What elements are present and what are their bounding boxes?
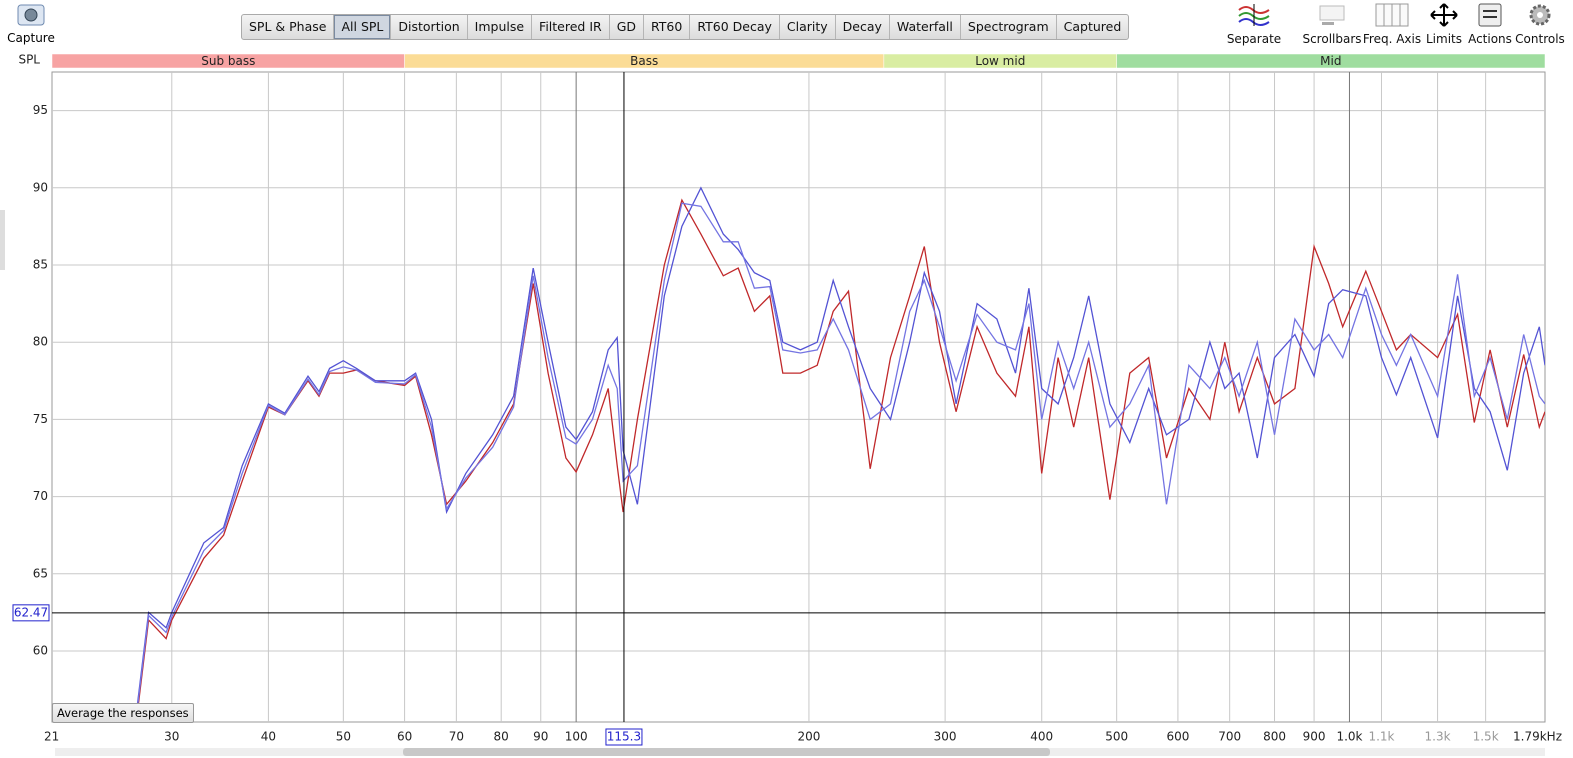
tab[interactable]: RT60 Decay	[690, 15, 780, 39]
tab[interactable]: SPL & Phase	[242, 15, 335, 39]
x-tick-label: 700	[1218, 730, 1241, 744]
tool-icon	[1430, 3, 1458, 27]
cursor-x-label: 115.3	[607, 730, 641, 744]
tool-button[interactable]: Controls	[1510, 2, 1570, 46]
x-tick-label: 100	[565, 730, 588, 744]
x-tick-label: 300	[934, 730, 957, 744]
tool-icon	[1238, 4, 1270, 26]
tab-bar: SPL & Phase All SPL Distortion Impulse Filte…	[241, 14, 1130, 40]
tab[interactable]: Spectrogram	[961, 15, 1057, 39]
tab[interactable]: GD	[610, 15, 645, 39]
y-tick-label: 95	[33, 103, 48, 117]
x-tick-label: 200	[797, 730, 820, 744]
y-tick-label: 65	[33, 566, 48, 580]
tab[interactable]: Waterfall	[890, 15, 961, 39]
tab[interactable]: Distortion	[391, 15, 468, 39]
y-tick-label: 75	[33, 412, 48, 426]
average-button[interactable]: Average the responses	[52, 703, 194, 723]
tab[interactable]: All SPL	[334, 15, 392, 39]
side-scroll[interactable]	[0, 210, 5, 270]
tool-button[interactable]: Freq. Axis	[1362, 2, 1422, 46]
x-tick-label: 400	[1030, 730, 1053, 744]
tab[interactable]: Captured	[1063, 19, 1122, 34]
x-tick-label: 1.1k	[1368, 730, 1394, 744]
tool-icon	[1375, 3, 1409, 27]
tool-button[interactable]: Separate	[1224, 2, 1284, 46]
band-label: Mid	[1320, 54, 1341, 68]
x-tick-label: 1.3k	[1425, 730, 1451, 744]
x-tick-label: 21	[44, 730, 59, 744]
y-tick-label: 60	[33, 643, 48, 657]
y-tick-label: 70	[33, 489, 48, 503]
x-tick-label: 800	[1263, 730, 1286, 744]
x-tick-label: 500	[1105, 730, 1128, 744]
x-tick-label: 70	[449, 730, 464, 744]
x-tick-label: 60	[397, 730, 412, 744]
cursor-y-box	[12, 604, 50, 622]
spl-line	[135, 186, 1545, 713]
tool-icon	[1319, 5, 1345, 25]
y-axis-label: SPL	[18, 53, 40, 67]
x-tick-label: 900	[1303, 730, 1326, 744]
tool-button[interactable]: Limits	[1414, 2, 1474, 46]
y-tick-label: 80	[33, 335, 48, 349]
tab[interactable]: RT60	[644, 15, 691, 39]
tool-icon	[1478, 3, 1502, 27]
spl-line	[135, 202, 1545, 716]
x-tick-label: 50	[336, 730, 351, 744]
x-tick-label: 40	[261, 730, 276, 744]
tab[interactable]: Filtered IR	[532, 15, 610, 39]
tab[interactable]: Impulse	[468, 15, 533, 39]
capture-icon	[17, 4, 45, 26]
tab[interactable]: Decay	[836, 15, 890, 39]
scrollbar-thumb[interactable]	[403, 748, 1050, 756]
x-tick-label: 90	[533, 730, 548, 744]
tab[interactable]: Clarity	[780, 15, 836, 39]
band-label: Bass	[630, 54, 658, 68]
x-tick-label: 1.5k	[1473, 730, 1499, 744]
plot-area	[51, 71, 1546, 723]
tool-label: Freq. Axis	[1362, 32, 1422, 46]
capture-label: Capture	[7, 31, 55, 45]
tool-label: Actions	[1468, 32, 1512, 46]
tool-button[interactable]: Actions	[1460, 2, 1520, 46]
band-label: Low mid	[975, 54, 1025, 68]
y-tick-label: 90	[33, 180, 48, 194]
tool-label: Controls	[1515, 32, 1565, 46]
tool-label: Scrollbars	[1302, 32, 1362, 46]
tool-label: Separate	[1226, 32, 1282, 46]
band-label: Sub bass	[201, 54, 255, 68]
tool-button[interactable]: Scrollbars	[1302, 2, 1362, 46]
x-tick-label: 1.0k	[1336, 730, 1362, 744]
x-tick-label: 600	[1166, 730, 1189, 744]
x-tick-label: 30	[164, 730, 179, 744]
band	[1116, 53, 1546, 69]
tool-label: Limits	[1426, 32, 1462, 46]
x-tick-label: 1.79kHz	[1513, 730, 1562, 744]
y-tick-label: 85	[33, 257, 48, 271]
tool-icon	[1529, 4, 1551, 26]
cursor-x-box	[605, 728, 643, 746]
cursor-y-label: 62.47	[14, 605, 48, 619]
capture-button[interactable]: Capture	[4, 2, 58, 45]
x-tick-label: 80	[494, 730, 509, 744]
